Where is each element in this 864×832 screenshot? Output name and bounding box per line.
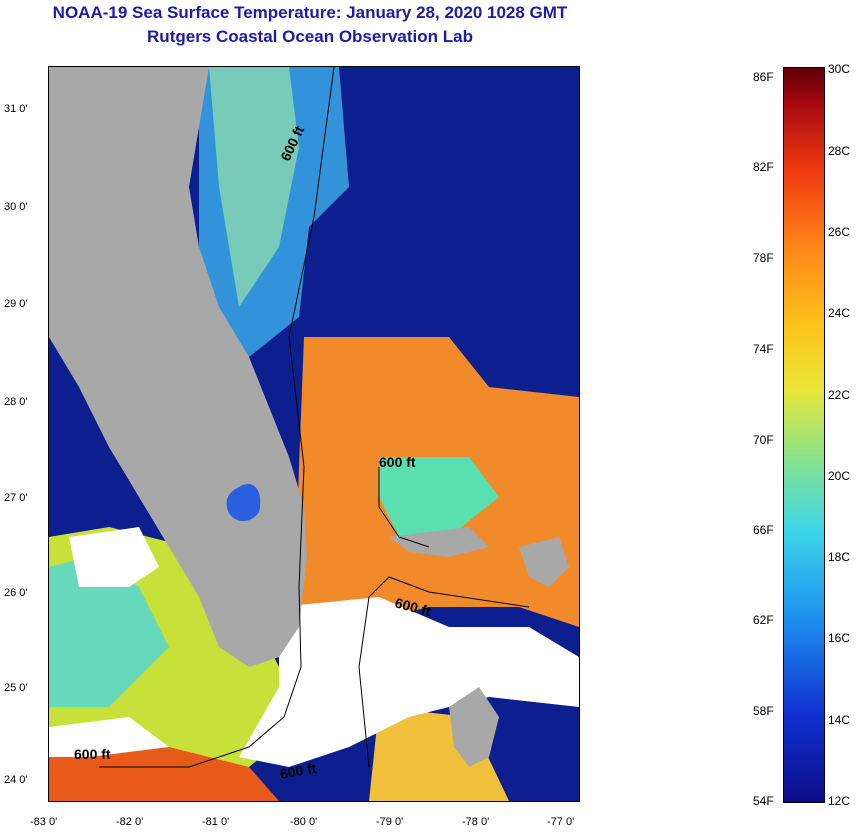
lon-tick-label: -77 0' — [547, 816, 575, 828]
map-subtitle: Rutgers Coastal Ocean Observation Lab — [147, 27, 473, 46]
grand-bahama-island — [389, 527, 489, 557]
andros-island — [449, 687, 499, 767]
lon-tick-label: -83 0' — [30, 816, 58, 828]
lat-tick-label: 27 0' — [4, 492, 28, 504]
colorbar-f-label: 74F — [753, 342, 774, 356]
colorbar-c-label: 16C — [828, 631, 851, 645]
lat-tick-label: 29 0' — [4, 298, 28, 310]
lat-tick-label: 30 0' — [4, 201, 28, 213]
cloud-patch-south — [49, 717, 169, 757]
colorbar-f-label: 66F — [753, 523, 774, 537]
contour-label-south: 600 ft — [279, 760, 318, 782]
sst-map-svg: 600 ft 600 ft 600 ft 600 ft 600 ft — [49, 67, 579, 801]
colorbar-f-label: 54F — [753, 794, 774, 808]
sst-map: 600 ft 600 ft 600 ft 600 ft 600 ft — [48, 66, 580, 802]
colorbar-f-label: 78F — [753, 251, 774, 265]
colorbar-f-label: 62F — [753, 613, 774, 627]
lon-tick-label: -78 0' — [462, 816, 490, 828]
lon-tick-label: -79 0' — [376, 816, 404, 828]
colorbar-f-label: 82F — [753, 160, 774, 174]
cloud-patch-west — [69, 527, 159, 587]
colorbar-f-label: 70F — [753, 433, 774, 447]
lon-tick-label: -80 0' — [290, 816, 318, 828]
lat-tick-label: 31 0' — [4, 103, 28, 115]
colorbar-c-label: 26C — [828, 225, 851, 239]
contour-line-bahamas-north — [378, 467, 430, 548]
abaco-island — [519, 537, 569, 587]
colorbar-c-label: 20C — [828, 469, 851, 483]
map-title: NOAA-19 Sea Surface Temperature: January… — [52, 3, 568, 22]
temperature-colorbar — [783, 67, 825, 803]
colorbar-f-label: 58F — [753, 704, 774, 718]
colorbar-c-label: 24C — [828, 306, 851, 320]
colorbar-c-label: 14C — [828, 713, 851, 727]
lat-tick-label: 26 0' — [4, 587, 28, 599]
contour-label-bahamas: 600 ft — [379, 454, 416, 470]
colorbar-c-label: 18C — [828, 550, 851, 564]
lon-tick-label: -82 0' — [116, 816, 144, 828]
colorbar-c-label: 12C — [828, 794, 851, 808]
cloud-band — [239, 597, 579, 767]
lat-tick-label: 28 0' — [4, 396, 28, 408]
lake-okeechobee — [226, 483, 261, 522]
colorbar-f-label: 86F — [753, 70, 774, 84]
colorbar-c-label: 30C — [828, 62, 851, 76]
colorbar-c-label: 22C — [828, 388, 851, 402]
contour-line-bahamas-south — [358, 576, 530, 768]
contour-label-gulf: 600 ft — [74, 746, 111, 762]
coastal-mild-water — [209, 67, 299, 307]
gulf-cool-water — [49, 557, 169, 707]
southern-hot-water — [49, 747, 279, 801]
colorbar-c-label: 28C — [828, 144, 851, 158]
lat-tick-label: 24 0' — [4, 774, 28, 786]
contour-line-florida — [99, 67, 335, 768]
lat-tick-label: 25 0' — [4, 682, 28, 694]
bahamas-bank-water — [379, 457, 499, 537]
lon-tick-label: -81 0' — [202, 816, 230, 828]
